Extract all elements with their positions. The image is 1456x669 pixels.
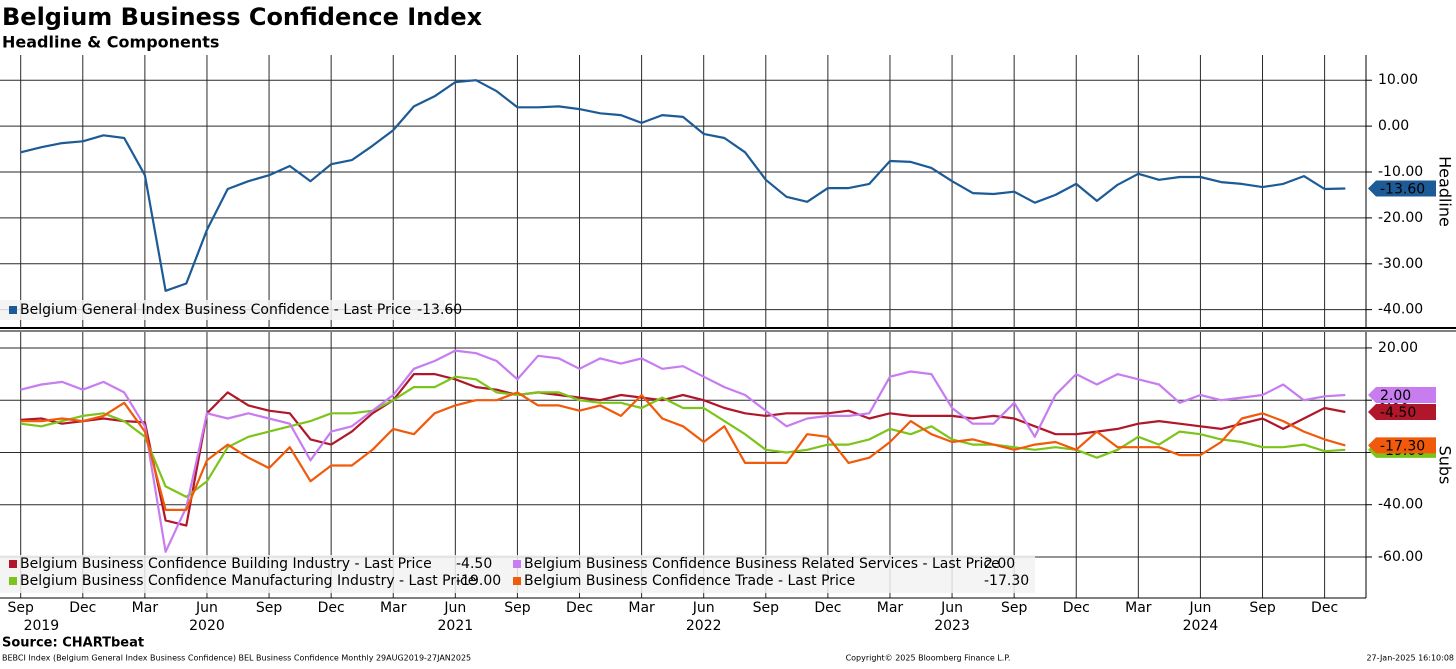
copyright: Copyright© 2025 Bloomberg Finance L.P. [846,654,1011,663]
x-tick-label: Mar [1125,600,1152,616]
legend-swatch [9,577,17,585]
y-tick-label: 10.00 [1378,72,1418,88]
value-tag [1368,437,1436,454]
x-tick-label: Mar [628,600,655,616]
x-tick-label: Sep [1001,600,1028,616]
x-tick-label: Dec [1063,600,1090,616]
legend-label: Belgium Business Confidence Building Ind… [20,556,432,572]
legend-label: Belgium Business Confidence Business Rel… [524,556,1000,572]
x-tick-label: Jun [692,600,715,616]
x-tick-label: Dec [1311,600,1338,616]
legend-value: -19.00 [456,573,501,589]
legend-label: Belgium Business Confidence Trade - Last… [524,573,855,589]
x-tick-label: Mar [132,600,159,616]
series-line [20,349,1346,553]
legend-value: -17.30 [984,573,1029,589]
y-tick-label: -10.00 [1378,164,1423,180]
source: Source: CHARTbeat [2,636,144,651]
y-tick-label: -40.00 [1378,302,1423,318]
y-tick-label: -60.00 [1378,549,1423,565]
value-tag-label: -13.60 [1380,182,1425,198]
legend-swatch [9,306,17,314]
x-year-label: 2024 [1183,618,1219,634]
series-line [20,373,1346,527]
x-tick-label: Dec [814,600,841,616]
panel: 10.00 0.00 -10.00 -20.00 -30.00 -40.00 Headlin… [0,55,1455,328]
x-tick-label: Sep [504,600,531,616]
x-tick-label: Jun [940,600,963,616]
legend-swatch [513,577,521,585]
y-tick-label: -40.00 [1378,497,1423,513]
series-line [20,79,1346,292]
legend-swatch [9,560,17,568]
value-tag [1368,386,1436,403]
x-tick-label: Dec [566,600,593,616]
legend-label: Belgium General Index Business Confidenc… [20,302,411,318]
chart-subtitle: Headline & Components [2,33,219,52]
x-tick-label: Dec [69,600,96,616]
x-tick-label: Mar [877,600,904,616]
value-tag-label: -4.50 [1380,405,1416,421]
x-tick-label: Sep [1249,600,1276,616]
value-tag-label: -17.30 [1380,438,1425,454]
y-axis-title: Subs [1436,446,1455,485]
y-tick-label: -30.00 [1378,256,1423,272]
chart-title: Belgium Business Confidence Index [2,3,483,31]
x-year-label: 2022 [686,618,722,634]
series-line [20,375,1346,498]
legend-background [0,300,445,320]
x-tick-label: Sep [753,600,780,616]
x-tick-label: Jun [195,600,218,616]
legend-value: -13.60 [417,302,462,318]
legend-value: -4.50 [456,556,492,572]
series-line [20,391,1346,511]
x-tick-label: Sep [8,600,35,616]
timestamp: 27-Jan-2025 16:10:08 [1366,654,1454,663]
x-year-label: 2020 [189,618,225,634]
legend-swatch [513,560,521,568]
value-tag-label: 2.00 [1380,388,1411,404]
value-tag [1368,403,1436,420]
x-tick-label: Sep [256,600,283,616]
y-axis-title: Headline [1436,156,1455,227]
value-tag [1368,180,1436,197]
x-tick-label: Jun [1188,600,1211,616]
x-tick-label: Mar [380,600,407,616]
legend-value: 2.00 [984,556,1015,572]
y-tick-label: 0.00 [1378,118,1409,134]
x-tick-label: Jun [443,600,466,616]
legend-label: Belgium Business Confidence Manufacturin… [20,573,476,589]
x-year-label: 2021 [438,618,474,634]
y-tick-label: 20.00 [1378,340,1418,356]
description: BEBCI Index (Belgium General Index Busin… [2,654,471,663]
x-tick-label: Dec [318,600,345,616]
panel: 20.000.00-20.00-40.00-60.00SubsSepDecMar… [0,332,1455,634]
x-year-label: 2019 [24,618,60,634]
x-year-label: 2023 [934,618,970,634]
y-tick-label: -20.00 [1378,210,1423,226]
